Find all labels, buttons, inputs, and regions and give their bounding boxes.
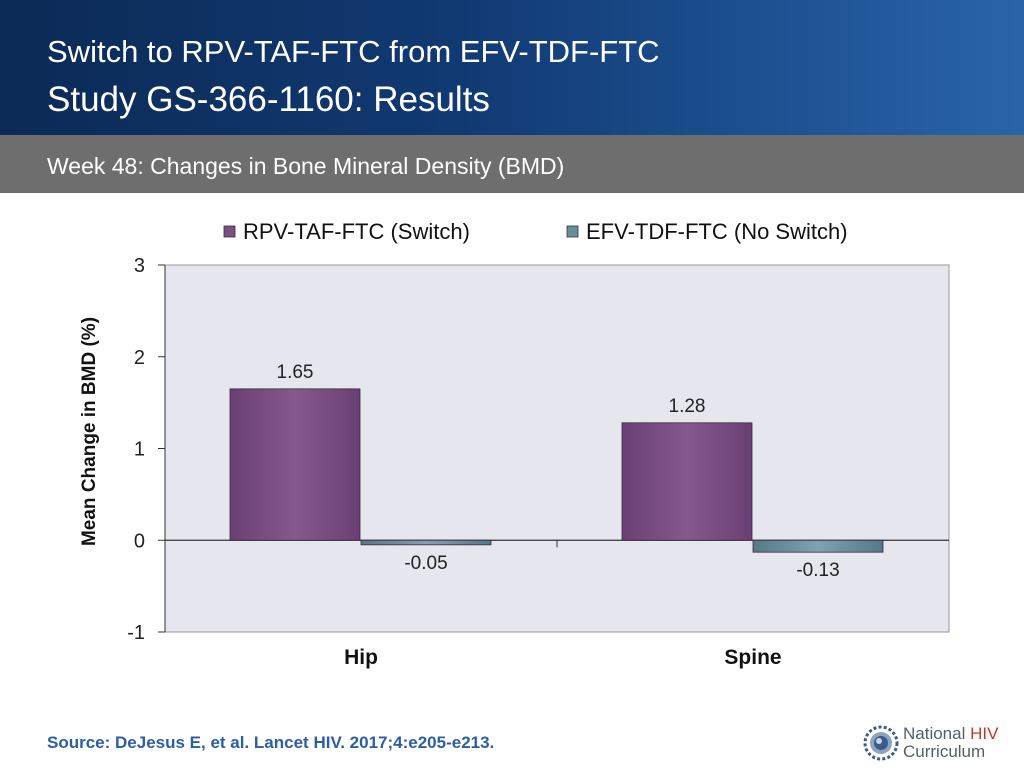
bar-hip-series-2 (360, 539, 492, 546)
legend-swatch-1 (223, 225, 236, 238)
source-citation: Source: DeJesus E, et al. Lancet HIV. 20… (47, 733, 495, 752)
gear-globe-icon (863, 725, 899, 761)
subtitle-bar: Week 48: Changes in Bone Mineral Density… (0, 135, 1024, 193)
data-label: 1.65 (277, 362, 314, 383)
legend-label-1: RPV-TAF-FTC (Switch) (243, 219, 470, 244)
logo-word-hiv: HIV (970, 724, 999, 743)
legend-swatch-2 (566, 225, 579, 238)
y-tick-label: 0 (134, 530, 145, 552)
title-line-1: Switch to RPV-TAF-FTC from EFV-TDF-FTC (47, 34, 660, 69)
x-category-label: Spine (724, 646, 781, 669)
logo-word-curriculum: Curriculum (903, 742, 986, 761)
y-tick-label: 1 (134, 439, 145, 461)
chart-subtitle: Week 48: Changes in Bone Mineral Density… (47, 153, 565, 179)
bmd-bar-chart: -1 0 1 2 3 Mean Change in BMD (%) 1.65 -0.05 Hi… (79, 219, 950, 669)
data-label: -0.13 (796, 560, 839, 581)
y-tick-label: 2 (134, 347, 145, 369)
y-tick-label: -1 (127, 622, 145, 644)
logo-word-national: National (903, 724, 966, 743)
data-label: 1.28 (669, 396, 706, 417)
bar-spine-series-2 (752, 539, 884, 553)
bar-spine-series-1 (621, 422, 753, 541)
legend-label-2: EFV-TDF-FTC (No Switch) (586, 219, 848, 244)
bar-hip-series-1 (229, 388, 361, 541)
data-label: -0.05 (404, 553, 447, 574)
x-category-label: Hip (344, 646, 378, 669)
y-tick-label: 3 (134, 255, 145, 277)
title-banner: Switch to RPV-TAF-FTC from EFV-TDF-FTC S… (0, 0, 1024, 135)
national-hiv-curriculum-logo: National HIV Curriculum (862, 722, 1022, 764)
title-line-2: Study GS-366-1160: Results (47, 80, 490, 119)
y-axis-title: Mean Change in BMD (%) (79, 317, 100, 546)
